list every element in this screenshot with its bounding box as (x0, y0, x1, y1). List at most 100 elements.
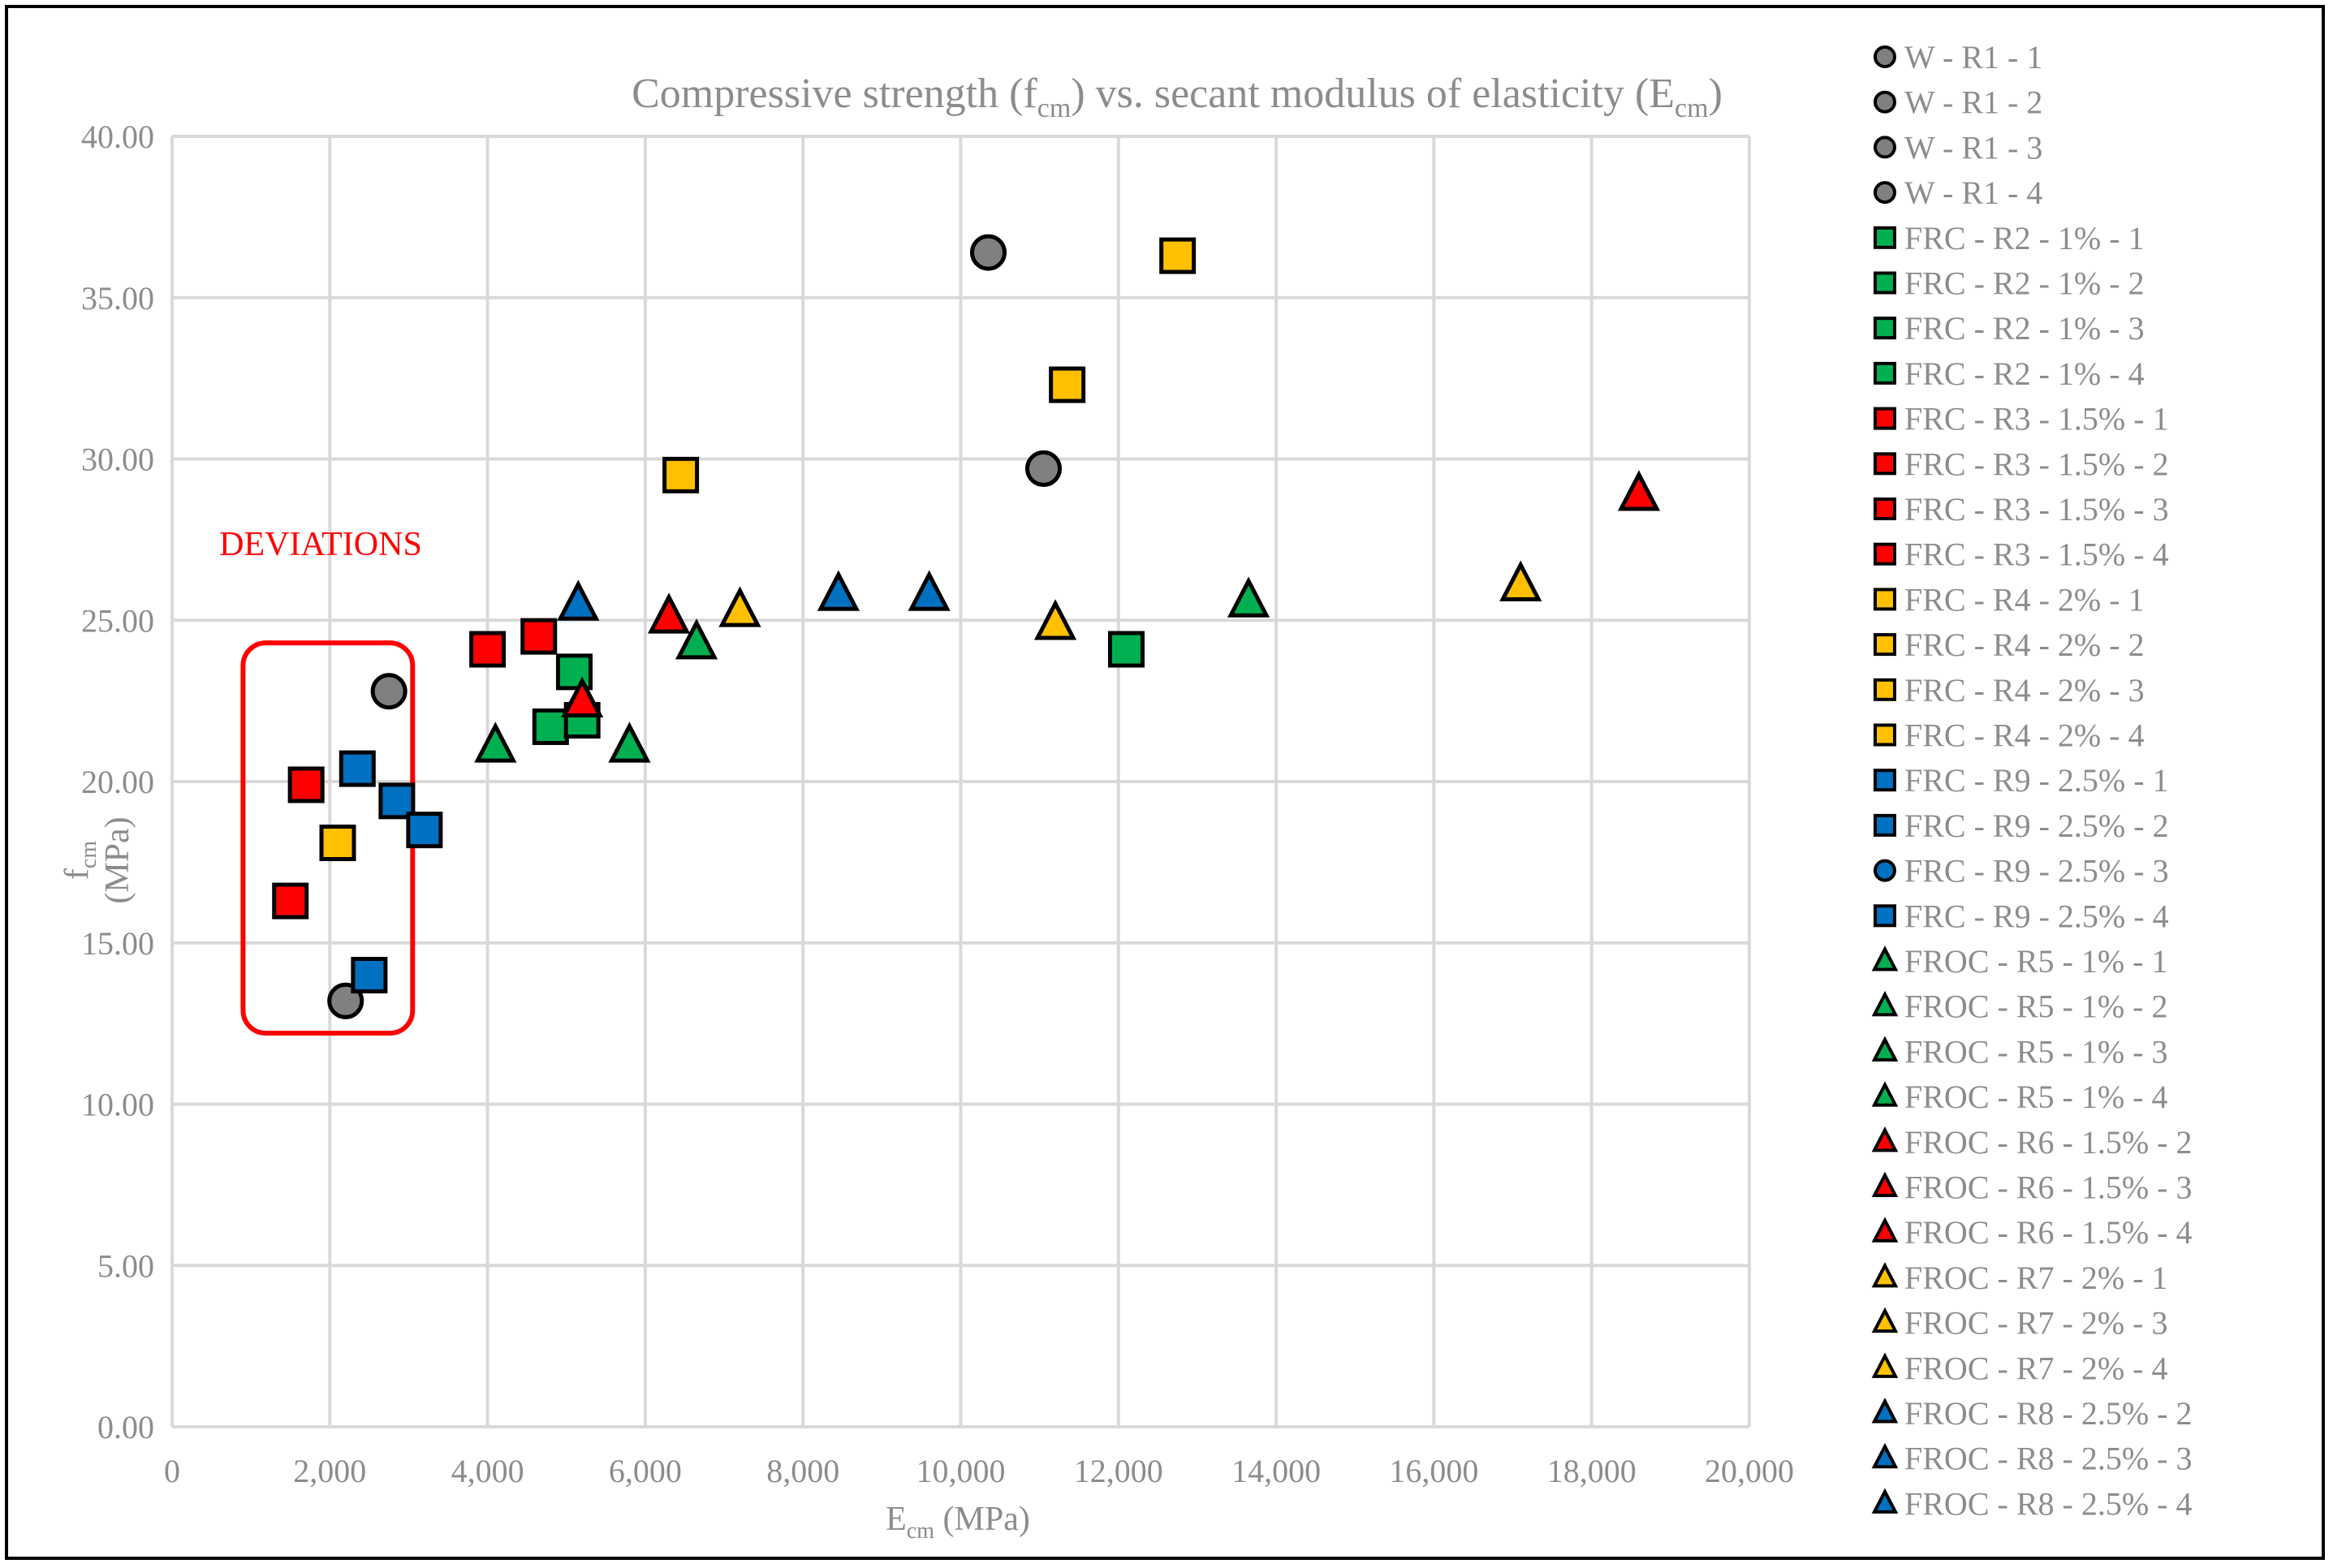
legend-item: FROC - R7 - 2% - 4 (1871, 1350, 2167, 1386)
x-tick-label: 0 (164, 1453, 180, 1489)
legend-item: FRC - R2 - 1% - 1 (1874, 220, 2145, 256)
y-tick-label: 10.00 (81, 1087, 154, 1123)
x-tick-label: 4,000 (451, 1453, 524, 1489)
legend-label: FRC - R9 - 2.5% - 3 (1904, 853, 2169, 890)
legend-marker (1874, 271, 1896, 295)
legend-marker (1871, 1262, 1899, 1288)
legend-marker (1874, 813, 1896, 837)
legend-label: FROC - R7 - 2% - 3 (1904, 1305, 2167, 1342)
data-point (817, 570, 860, 611)
data-point (406, 812, 443, 849)
data-point (1108, 631, 1145, 668)
legend-item: FROC - R5 - 1% - 4 (1871, 1079, 2167, 1115)
legend-marker (1874, 904, 1896, 928)
legend-label: FRC - R3 - 1.5% - 2 (1904, 446, 2169, 482)
legend-marker (1871, 1352, 1899, 1378)
svg-text:fcm: fcm (58, 841, 101, 880)
legend-marker (1871, 1307, 1899, 1333)
data-point (520, 618, 558, 655)
legend-label: FROC - R8 - 2.5% - 2 (1904, 1395, 2192, 1432)
data-point (469, 631, 507, 668)
data-point (1049, 366, 1086, 403)
legend-item: FRC - R2 - 1% - 3 (1874, 310, 2145, 347)
legend-marker (1874, 317, 1896, 340)
legend-item: FROC - R8 - 2.5% - 3 (1871, 1441, 2192, 1477)
legend-label: W - R1 - 2 (1904, 84, 2042, 121)
x-tick-label: 14,000 (1231, 1453, 1321, 1489)
legend-marker (1874, 181, 1896, 205)
legend-marker (1874, 90, 1896, 114)
legend-item: FRC - R9 - 2.5% - 2 (1874, 808, 2169, 844)
legend-label: FROC - R6 - 1.5% - 4 (1904, 1214, 2192, 1251)
y-tick-label: 30.00 (81, 442, 154, 478)
legend-marker (1874, 136, 1896, 159)
legend-marker (1871, 1217, 1899, 1243)
chart-title: Compressive strength (fcm) vs. secant mo… (632, 71, 1723, 123)
legend-marker (1874, 633, 1896, 657)
x-tick-label: 8,000 (766, 1453, 839, 1489)
y-tick-label: 20.00 (81, 764, 154, 800)
x-axis-label: Ecm (MPa) (886, 1501, 1030, 1544)
legend-label: FRC - R2 - 1% - 4 (1904, 355, 2145, 392)
legend-label: FRC - R3 - 1.5% - 3 (1904, 491, 2169, 528)
data-point (532, 708, 569, 745)
svg-text:(MPa): (MPa) (99, 816, 136, 903)
legend-item: FRC - R2 - 1% - 4 (1874, 355, 2145, 392)
legend-marker (1874, 769, 1896, 792)
legend-label: FRC - R4 - 2% - 4 (1904, 717, 2145, 754)
data-point (272, 882, 309, 920)
x-tick-label: 10,000 (916, 1453, 1006, 1489)
legend-item: FRC - R2 - 1% - 2 (1874, 265, 2145, 302)
legend-item: FROC - R5 - 1% - 2 (1871, 989, 2167, 1025)
legend-label: FRC - R2 - 1% - 3 (1904, 310, 2145, 347)
data-point (647, 592, 691, 634)
legend-label: FROC - R5 - 1% - 4 (1904, 1079, 2167, 1115)
legend-marker (1874, 407, 1896, 430)
legend-label: FRC - R4 - 2% - 1 (1904, 581, 2145, 618)
x-tick-label: 20,000 (1705, 1453, 1794, 1489)
legend-label: FRC - R3 - 1.5% - 1 (1904, 401, 2169, 437)
legend-label: FRC - R9 - 2.5% - 4 (1904, 898, 2169, 934)
legend-marker (1871, 1398, 1899, 1424)
y-axis-ticks: 0.00 5.00 10.00 15.00 20.00 25.00 30.00 35.00 40… (81, 118, 154, 1445)
legend-label: FRC - R4 - 2% - 3 (1904, 672, 2145, 709)
legend-item: W - R1 - 2 (1874, 84, 2042, 121)
data-point (557, 579, 600, 621)
data-point (555, 653, 593, 691)
data-point (970, 234, 1007, 271)
legend-item: FROC - R8 - 2.5% - 2 (1871, 1395, 2192, 1432)
legend-marker (1871, 1126, 1899, 1152)
data-point (1499, 560, 1542, 601)
legend-label: W - R1 - 4 (1904, 174, 2042, 211)
data-point (675, 618, 718, 660)
x-tick-label: 2,000 (293, 1453, 366, 1489)
legend-item: FROC - R6 - 1.5% - 2 (1871, 1124, 2192, 1161)
data-point (1025, 450, 1063, 487)
y-tick-label: 35.00 (81, 280, 154, 317)
legend-item: FRC - R3 - 1.5% - 4 (1874, 536, 2169, 573)
y-tick-label: 40.00 (81, 118, 154, 155)
legend-marker (1874, 859, 1896, 882)
legend-marker (1874, 452, 1896, 476)
legend-item: FRC - R4 - 2% - 3 (1874, 672, 2145, 709)
legend-label: FROC - R8 - 2.5% - 3 (1904, 1441, 2192, 1477)
legend-marker (1871, 1036, 1899, 1062)
data-point (662, 456, 700, 493)
legend-item: FROC - R5 - 1% - 1 (1871, 943, 2167, 980)
legend-label: FROC - R6 - 1.5% - 3 (1904, 1170, 2192, 1206)
legend-item: FROC - R7 - 2% - 3 (1871, 1305, 2167, 1342)
legend-item: FROC - R6 - 1.5% - 4 (1871, 1214, 2192, 1251)
data-point (378, 782, 416, 820)
legend-label: W - R1 - 1 (1904, 39, 2042, 75)
data-point (1159, 237, 1197, 274)
legend-label: FROC - R7 - 2% - 4 (1904, 1350, 2167, 1386)
y-tick-label: 15.00 (81, 925, 154, 962)
legend-item: FRC - R9 - 2.5% - 4 (1874, 898, 2169, 934)
legend-marker (1871, 1488, 1899, 1514)
legend: W - R1 - 1 W - R1 - 2 W - R1 - 3 W - R1 - 4… (1871, 39, 2192, 1522)
x-tick-label: 6,000 (609, 1453, 682, 1489)
y-axis-label: fcm (MPa) (58, 816, 136, 903)
legend-marker (1874, 678, 1896, 701)
legend-marker (1871, 1081, 1899, 1107)
